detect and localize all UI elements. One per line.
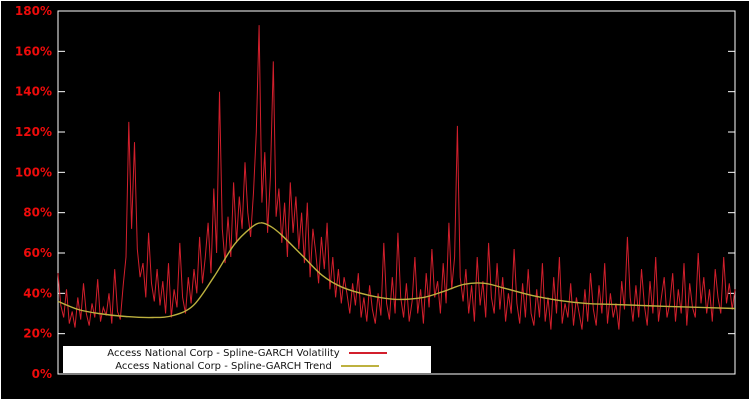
legend-label-volatility: Access National Corp - Spline-GARCH Vola… — [107, 347, 340, 359]
legend-row-volatility: Access National Corp - Spline-GARCH Vola… — [63, 347, 431, 360]
y-axis-label: 100% — [15, 165, 52, 179]
legend-swatch-trend — [340, 365, 379, 367]
legend-row-trend: Access National Corp - Spline-GARCH Tren… — [63, 360, 431, 373]
y-axis-label: 120% — [15, 125, 52, 139]
y-axis-label: 160% — [15, 44, 52, 58]
y-axis-label: 20% — [23, 327, 52, 341]
legend-label-trend: Access National Corp - Spline-GARCH Tren… — [115, 360, 332, 372]
y-axis-label: 40% — [23, 286, 52, 300]
y-axis-label: 140% — [15, 85, 52, 99]
y-axis-label: 80% — [23, 206, 52, 220]
trend-series-line — [57, 222, 736, 319]
y-axis-label: 0% — [32, 367, 52, 381]
y-axis-label: 60% — [23, 246, 52, 260]
y-axis-label: 180% — [15, 4, 52, 18]
volatility-series-line — [57, 25, 736, 330]
legend-swatch-volatility — [348, 352, 387, 354]
plot-frame — [57, 10, 736, 375]
legend: Access National Corp - Spline-GARCH Vola… — [63, 346, 431, 373]
